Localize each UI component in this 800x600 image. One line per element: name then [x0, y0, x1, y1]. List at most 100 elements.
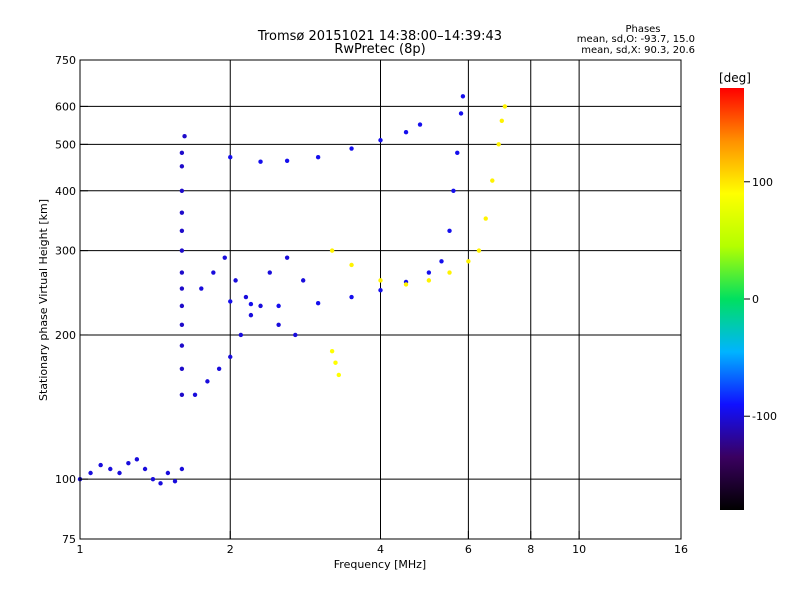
chart-subtitle: RwPretec (8p): [334, 42, 425, 57]
data-point: [216, 366, 222, 371]
colorbar: [720, 88, 744, 510]
data-point: [329, 248, 335, 253]
data-point: [126, 460, 131, 466]
data-point: [403, 282, 409, 287]
data-point: [439, 259, 444, 264]
data-point: [172, 479, 178, 484]
data-point: [134, 457, 140, 462]
data-point: [502, 104, 508, 109]
data-point: [108, 466, 113, 472]
grid-lines: [80, 60, 681, 539]
data-point: [499, 118, 505, 123]
data-point: [455, 150, 460, 156]
data-point: [336, 372, 342, 378]
data-point: [179, 286, 185, 291]
y-tick-label: 600: [55, 100, 76, 113]
data-point: [483, 216, 488, 221]
data-point: [179, 164, 185, 169]
phases-x-stats: mean, sd,X: 90.3, 20.6: [581, 45, 695, 56]
data-point: [150, 476, 156, 482]
scatter-points: [77, 94, 508, 486]
data-point: [490, 178, 495, 183]
data-point: [228, 155, 233, 160]
data-point: [329, 348, 335, 354]
x-tick-label: 6: [465, 543, 472, 556]
data-point: [378, 278, 383, 283]
data-point: [276, 303, 281, 309]
data-point: [142, 466, 148, 472]
data-point: [476, 248, 482, 253]
x-axis-label: Frequency [MHz]: [334, 558, 426, 571]
data-point: [243, 294, 249, 300]
data-point: [403, 130, 409, 135]
data-point: [315, 300, 321, 306]
data-point: [447, 270, 452, 275]
data-point: [211, 270, 216, 275]
data-point: [315, 155, 321, 160]
data-point: [258, 303, 263, 309]
data-point: [179, 188, 185, 193]
data-point: [333, 360, 338, 365]
y-axis-ticks: 75 100 200 300 400 500 600 750: [55, 54, 88, 546]
y-tick-label: 500: [55, 138, 76, 151]
data-point: [182, 133, 187, 139]
data-point: [447, 228, 452, 233]
data-point: [496, 142, 501, 147]
data-point: [426, 270, 432, 275]
data-point: [293, 332, 298, 338]
x-tick-label: 2: [227, 543, 234, 556]
data-point: [179, 322, 185, 328]
data-point: [238, 332, 244, 338]
data-point: [179, 150, 185, 156]
data-point: [179, 248, 185, 253]
data-point: [417, 122, 423, 127]
data-point: [284, 158, 290, 163]
data-point: [165, 470, 171, 476]
data-point: [349, 294, 354, 300]
colorbar-ticks: 100 0 -100: [744, 176, 777, 423]
data-point: [258, 159, 263, 164]
colorbar-tick-label: 100: [752, 176, 773, 189]
data-point: [466, 259, 471, 264]
colorbar-tick-label: 0: [752, 293, 759, 306]
data-point: [460, 94, 466, 99]
data-point: [179, 270, 185, 275]
data-point: [179, 343, 185, 348]
data-point: [179, 210, 185, 215]
colorbar-label: [deg]: [719, 71, 751, 85]
data-point: [205, 379, 210, 384]
data-point: [199, 286, 204, 291]
data-point: [228, 354, 233, 360]
y-tick-label: 300: [55, 245, 76, 258]
y-tick-label: 200: [55, 329, 76, 342]
data-point: [267, 270, 272, 275]
x-axis-ticks: 1 2 4 6 8 10 16: [77, 531, 688, 556]
y-tick-label: 75: [62, 533, 76, 546]
x-tick-label: 10: [572, 543, 586, 556]
data-point: [117, 470, 122, 476]
colorbar-tick-label: -100: [752, 410, 777, 423]
data-point: [158, 481, 163, 486]
y-tick-label: 400: [55, 185, 76, 198]
data-point: [179, 392, 185, 398]
phases-header: Phases: [625, 24, 660, 35]
x-tick-label: 1: [77, 543, 84, 556]
x-tick-label: 4: [377, 543, 384, 556]
data-point: [98, 462, 103, 468]
chart-title: Tromsø 20151021 14:38:00–14:39:43: [257, 29, 502, 44]
data-point: [233, 278, 238, 283]
phases-o-stats: mean, sd,O: -93.7, 15.0: [577, 34, 695, 45]
data-point: [248, 301, 254, 307]
x-tick-label: 16: [674, 543, 688, 556]
data-point: [179, 366, 185, 371]
y-tick-label: 100: [55, 473, 76, 486]
data-point: [179, 228, 185, 233]
data-point: [426, 278, 432, 283]
data-point: [248, 312, 254, 318]
data-point: [284, 255, 290, 260]
data-point: [179, 466, 185, 472]
data-point: [300, 278, 306, 283]
data-point: [222, 255, 227, 260]
data-point: [458, 111, 464, 116]
